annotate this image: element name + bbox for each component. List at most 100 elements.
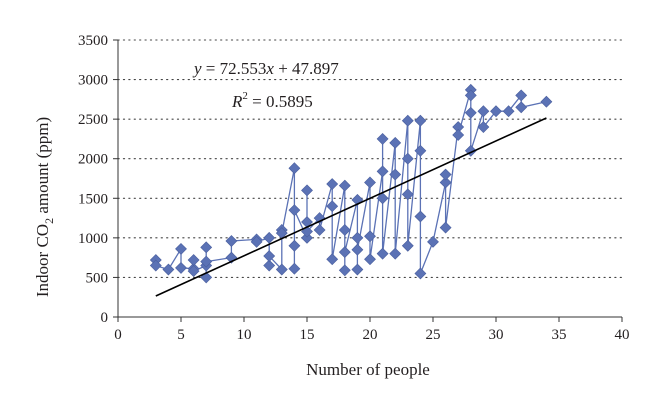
data-point: [288, 162, 301, 175]
data-point: [401, 188, 414, 201]
r-squared-value: = 0.5895: [248, 92, 313, 111]
data-point: [540, 95, 553, 108]
data-point: [364, 253, 376, 266]
data-point: [401, 239, 414, 252]
data-point: [313, 224, 326, 236]
equation-label: y = 72.553x + 47.897: [192, 59, 339, 78]
y-tick-label: 500: [86, 270, 109, 286]
x-tick-label: 35: [552, 327, 567, 343]
data-point: [490, 105, 502, 118]
data-point: [414, 114, 427, 127]
data-point: [502, 105, 515, 118]
y-axis-label-subscript: 2: [42, 218, 56, 224]
data-point: [250, 235, 263, 248]
data-point: [439, 168, 452, 181]
data-point: [477, 121, 490, 133]
equation-coef: = 72.553: [202, 59, 267, 78]
data-point: [351, 243, 364, 256]
data-point: [338, 179, 351, 192]
data-series: [149, 83, 553, 284]
data-point: [263, 250, 276, 262]
y-tick-label: 0: [101, 310, 109, 326]
trendline-layer: [155, 117, 547, 297]
y-tick-label: 1500: [78, 191, 108, 207]
y-tick-label: 3000: [78, 73, 108, 89]
y-axis-label: Indoor CO2 amount (ppm): [33, 117, 56, 297]
data-point: [376, 247, 389, 260]
r-squared-label: R2 = 0.5895: [231, 90, 313, 111]
data-point: [389, 136, 402, 149]
data-point: [515, 89, 528, 102]
data-point: [301, 184, 313, 197]
data-point: [414, 144, 427, 157]
data-point: [200, 255, 213, 268]
data-point: [414, 267, 427, 280]
data-point: [301, 231, 313, 244]
data-point: [464, 106, 477, 119]
data-point: [326, 200, 339, 213]
data-point: [275, 263, 288, 276]
data-point: [401, 114, 414, 127]
data-point: [162, 263, 175, 276]
data-point: [389, 247, 402, 260]
y-tick-label: 2500: [78, 112, 108, 128]
data-point: [263, 231, 276, 244]
data-point: [515, 101, 528, 114]
data-point: [200, 241, 213, 254]
data-point: [364, 176, 376, 189]
x-tick-label: 25: [426, 327, 441, 343]
equation-intercept: + 47.897: [274, 59, 339, 78]
data-point: [389, 168, 402, 181]
x-tick-label: 10: [237, 327, 252, 343]
equation-x: x: [265, 59, 274, 78]
data-point: [187, 254, 200, 266]
x-tick-label: 15: [300, 327, 315, 343]
data-point: [401, 152, 414, 165]
data-point: [175, 243, 187, 255]
x-tick-label: 5: [177, 327, 185, 343]
data-point: [288, 262, 301, 275]
trendline: [155, 117, 547, 297]
data-point: [351, 263, 364, 276]
y-tick-label: 1000: [78, 231, 108, 247]
data-point: [439, 176, 452, 189]
r-squared-r: R: [231, 92, 243, 111]
data-point: [288, 204, 301, 217]
data-point: [149, 259, 162, 272]
data-point: [338, 246, 351, 259]
data-point: [338, 264, 351, 277]
y-axis-label-prefix: Indoor CO: [33, 224, 52, 297]
data-point: [225, 235, 238, 247]
data-point: [326, 253, 339, 266]
x-axis-label: Number of people: [306, 360, 430, 379]
data-point: [439, 221, 452, 234]
x-tick-label: 0: [114, 327, 122, 343]
data-point: [414, 210, 427, 223]
equation-y: y: [192, 59, 202, 78]
data-point: [187, 265, 200, 278]
y-tick-label: 3500: [78, 33, 108, 49]
data-point: [464, 89, 477, 102]
data-point: [376, 192, 389, 205]
x-tick-label: 30: [489, 327, 504, 343]
data-point: [364, 230, 376, 243]
data-point: [452, 129, 465, 141]
data-point: [338, 224, 351, 236]
data-point: [326, 178, 339, 190]
y-tick-label: 2000: [78, 152, 108, 168]
data-point: [477, 105, 490, 118]
data-point: [427, 235, 439, 248]
data-point: [288, 239, 301, 252]
axes: 0 500 1000 1500 2000 2500 3000 3500 0 5 10 15 20 25 30…: [78, 33, 630, 343]
data-point: [376, 165, 389, 178]
data-point: [351, 231, 364, 244]
series-line: [155, 89, 547, 278]
r-squared-exponent: 2: [242, 90, 248, 102]
x-tick-label: 40: [615, 327, 630, 343]
x-tick-label: 20: [363, 327, 378, 343]
data-point: [376, 133, 389, 145]
y-axis-label-suffix: amount (ppm): [33, 117, 52, 218]
data-point: [175, 262, 187, 274]
